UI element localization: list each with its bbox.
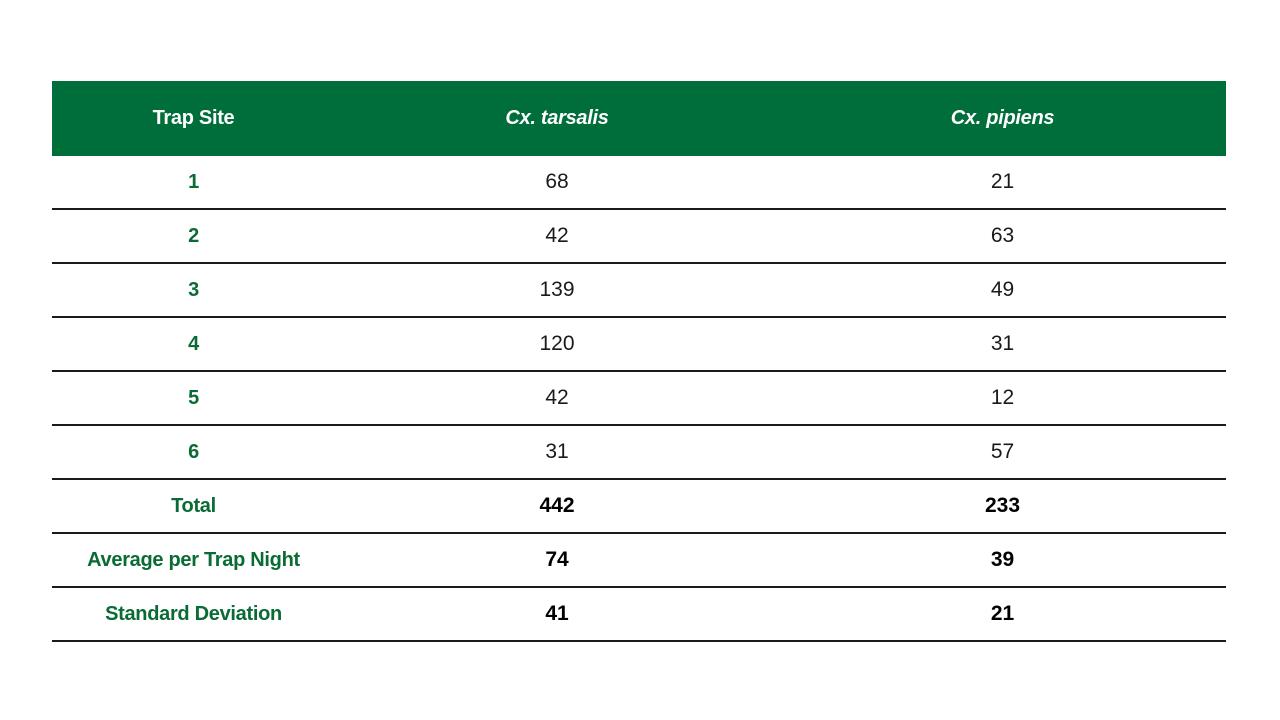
table-row: 5 42 12: [52, 371, 1226, 426]
table-row: 2 42 63: [52, 209, 1226, 264]
summary-label-cell: Standard Deviation: [52, 587, 335, 642]
trap-site-cell: 6: [52, 425, 335, 480]
table-row: 1 68 21: [52, 156, 1226, 210]
pipiens-summary-cell: 233: [779, 479, 1226, 534]
trap-site-cell: 1: [52, 156, 335, 210]
pipiens-count-cell: 49: [779, 263, 1226, 318]
summary-label-cell: Average per Trap Night: [52, 533, 335, 588]
header-cx-tarsalis: Cx. tarsalis: [335, 81, 779, 156]
trap-site-cell: 5: [52, 371, 335, 426]
pipiens-count-cell: 57: [779, 425, 1226, 480]
trap-site-cell: 4: [52, 317, 335, 372]
tarsalis-count-cell: 120: [335, 317, 779, 372]
summary-label-cell: Total: [52, 479, 335, 534]
tarsalis-count-cell: 68: [335, 156, 779, 210]
tarsalis-summary-cell: 442: [335, 479, 779, 534]
tarsalis-summary-cell: 41: [335, 587, 779, 642]
summary-row-std-dev: Standard Deviation 41 21: [52, 587, 1226, 642]
header-row: Trap Site Cx. tarsalis Cx. pipiens: [52, 81, 1226, 156]
tarsalis-count-cell: 42: [335, 371, 779, 426]
tarsalis-summary-cell: 74: [335, 533, 779, 588]
table-row: 4 120 31: [52, 317, 1226, 372]
table-body: 1 68 21 2 42 63 3 139 49 4 120 31 5 42 1…: [52, 156, 1226, 642]
pipiens-count-cell: 12: [779, 371, 1226, 426]
header-trap-site: Trap Site: [52, 81, 335, 156]
header-cx-pipiens: Cx. pipiens: [779, 81, 1226, 156]
tarsalis-count-cell: 31: [335, 425, 779, 480]
tarsalis-count-cell: 139: [335, 263, 779, 318]
trap-site-cell: 3: [52, 263, 335, 318]
summary-row-total: Total 442 233: [52, 479, 1226, 534]
pipiens-count-cell: 31: [779, 317, 1226, 372]
pipiens-count-cell: 21: [779, 156, 1226, 210]
table-row: 6 31 57: [52, 425, 1226, 480]
trap-site-cell: 2: [52, 209, 335, 264]
pipiens-summary-cell: 21: [779, 587, 1226, 642]
summary-row-average: Average per Trap Night 74 39: [52, 533, 1226, 588]
tarsalis-count-cell: 42: [335, 209, 779, 264]
pipiens-summary-cell: 39: [779, 533, 1226, 588]
pipiens-count-cell: 63: [779, 209, 1226, 264]
table-header: Trap Site Cx. tarsalis Cx. pipiens: [52, 81, 1226, 156]
mosquito-trap-table: Trap Site Cx. tarsalis Cx. pipiens 1 68 …: [52, 81, 1226, 642]
table-row: 3 139 49: [52, 263, 1226, 318]
